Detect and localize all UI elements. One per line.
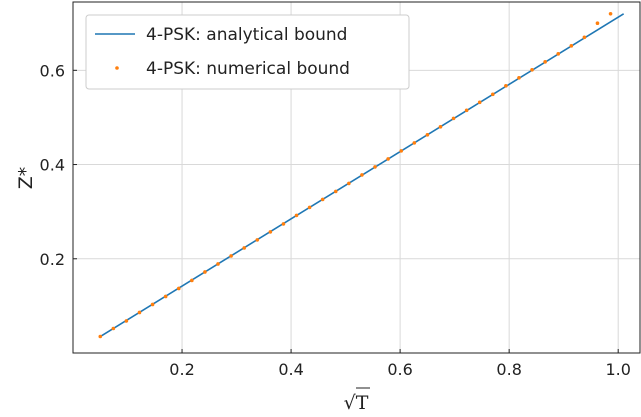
numerical-bound-point xyxy=(229,254,233,258)
numerical-bound-point xyxy=(373,165,377,169)
numerical-bound-point xyxy=(320,197,325,202)
legend-label-numerical: 4-PSK: numerical bound xyxy=(146,59,350,79)
numerical-bound-point xyxy=(176,286,181,291)
numerical-bound-point xyxy=(412,141,417,145)
numerical-bound-point xyxy=(307,205,312,210)
plot-frame xyxy=(72,1,641,354)
numerical-bound-point xyxy=(255,238,260,242)
numerical-bound-point xyxy=(163,294,168,299)
x-axis-label: √T xyxy=(344,392,369,414)
numerical-bound-point xyxy=(569,44,574,48)
numerical-bound-point xyxy=(386,157,390,161)
numerical-bound-point xyxy=(438,125,443,129)
numerical-bound-point xyxy=(268,230,273,234)
numerical-bound-point xyxy=(360,173,364,177)
numerical-bound-point xyxy=(203,270,207,274)
y-tick-label: 0.4 xyxy=(40,156,65,175)
numerical-bound-point xyxy=(111,326,116,331)
numerical-bound-point xyxy=(464,108,469,113)
numerical-bound-point xyxy=(530,68,534,72)
x-tick-label: 0.4 xyxy=(278,360,303,379)
numerical-bound-point xyxy=(98,334,103,339)
numerical-bound-point xyxy=(491,92,495,97)
numerical-bound-point xyxy=(504,84,508,88)
numerical-bound-point xyxy=(333,189,338,194)
numerical-bound-point xyxy=(425,133,430,137)
ticks: 0.2 0.4 0.6 0.8 1.0 0.2 0.4 0.6 xyxy=(40,61,631,379)
numerical-bound-point xyxy=(294,213,299,218)
numerical-bound-point xyxy=(582,35,587,40)
x-tick-label: 0.8 xyxy=(496,360,521,379)
y-tick-label: 0.6 xyxy=(40,61,65,80)
x-tick-label: 0.2 xyxy=(169,360,194,379)
numerical-bound-point xyxy=(595,21,600,26)
numerical-bound-point xyxy=(281,222,286,226)
numerical-bound-point xyxy=(216,262,220,266)
numerical-bound-point xyxy=(347,181,351,186)
legend: 4-PSK: analytical bound 4-PSK: numerical… xyxy=(85,14,410,90)
numerical-bound-point xyxy=(517,76,521,80)
series xyxy=(98,11,625,339)
numerical-bound-point xyxy=(543,60,547,64)
legend-marker-swatch xyxy=(115,66,119,70)
x-tick-label: 1.0 xyxy=(605,360,630,379)
numerical-bound-point xyxy=(190,278,194,283)
y-tick-label: 0.2 xyxy=(40,250,65,269)
x-tick-label: 0.6 xyxy=(387,360,412,379)
numerical-bound-point xyxy=(608,11,613,16)
numerical-bound-point xyxy=(399,149,404,153)
legend-box xyxy=(85,14,410,90)
legend-label-analytical: 4-PSK: analytical bound xyxy=(146,25,347,45)
numerical-bound-point xyxy=(556,52,561,56)
y-axis-label: Z* xyxy=(15,167,37,190)
numerical-bound-point xyxy=(477,100,482,105)
numerical-bound-point xyxy=(124,319,129,323)
numerical-bound-point xyxy=(451,116,456,121)
numerical-bound-point xyxy=(242,246,246,250)
numerical-bound-point xyxy=(137,310,142,315)
numerical-bound-point xyxy=(150,302,155,307)
